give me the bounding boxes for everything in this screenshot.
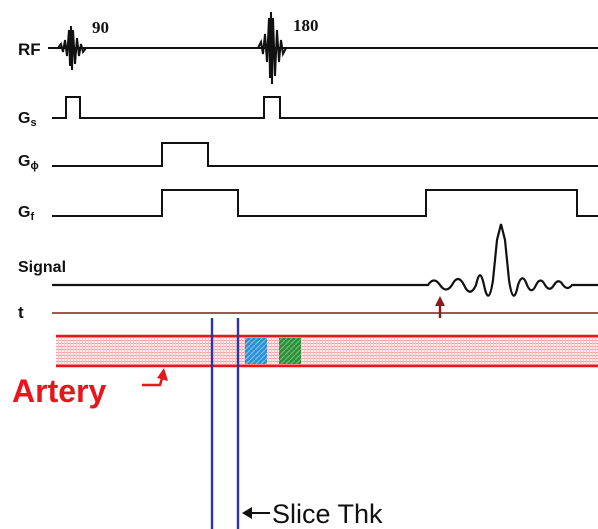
rf-label: RF [18,40,41,59]
rf-pulse-180 [257,11,287,85]
gphi-label: Gϕ [18,153,39,172]
gs-waveform [52,96,598,119]
pulse-180-label: 180 [293,16,319,35]
gf-label: Gf [18,204,34,223]
pulse-90-label: 90 [92,18,109,37]
t-label: t [18,303,24,322]
blue-spin-block [245,338,267,364]
artery-label: Artery [12,373,106,409]
signal-waveform [52,223,598,297]
slice-thickness-arrow [242,507,270,519]
echo-time-arrow [435,296,445,318]
green-spin-block [279,338,301,364]
slice-thickness-label: Slice Thk [272,499,383,529]
gs-label: Gs [18,110,37,129]
rf-pulse-90 [57,25,87,71]
signal-label: Signal [18,259,66,276]
gphi-waveform [52,142,598,167]
gf-waveform [52,189,598,217]
artery-vessel [56,336,598,366]
artery-pointer-arrow [142,368,168,387]
